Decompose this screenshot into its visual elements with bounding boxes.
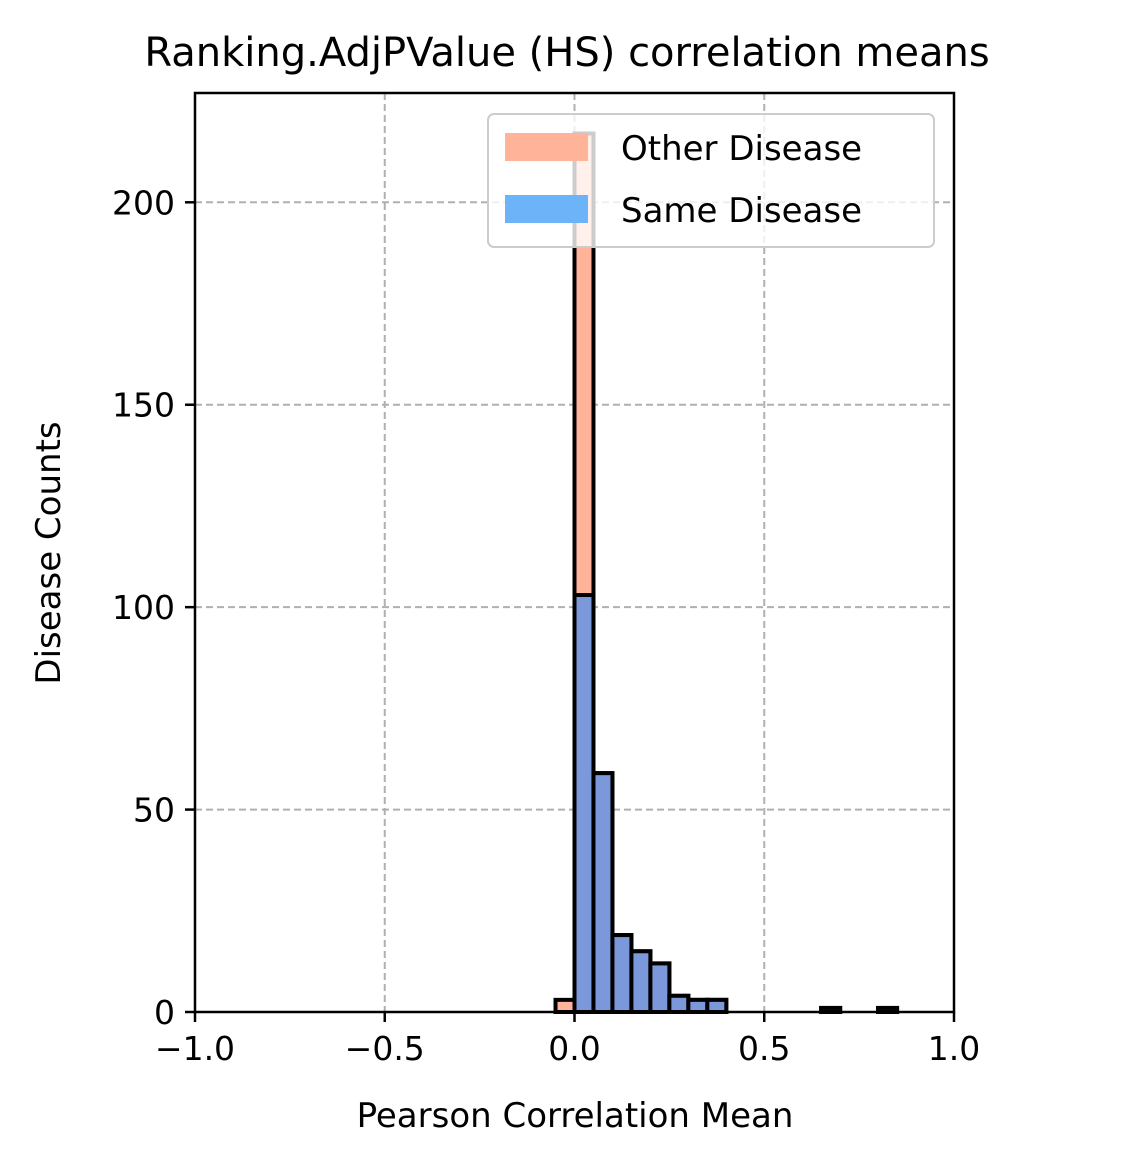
bar-same-disease-7 — [705, 997, 729, 1014]
legend-frame — [487, 113, 935, 248]
x-tick-label-1: −0.5 — [345, 1029, 425, 1068]
bar-same-disease-5 — [667, 993, 691, 1014]
axis-ticks: −1.0 −0.5 0.0 0.5 1.0 0 50 100 150 200 — [112, 183, 980, 1068]
bar-same-disease-3 — [629, 949, 653, 1015]
legend-label-other-disease: Other Disease — [621, 129, 862, 169]
x-axis-label: Pearson Correlation Mean — [357, 1096, 794, 1136]
legend: Other Disease Same Disease — [487, 113, 935, 248]
legend-label-same-disease: Same Disease — [621, 191, 862, 231]
y-axis-label: Disease Counts — [29, 421, 69, 684]
bar-same-disease-1 — [591, 771, 615, 1015]
y-tick-label-2: 100 — [112, 588, 175, 627]
x-tick-label-2: 0.0 — [548, 1029, 600, 1068]
legend-swatch-other-disease — [505, 133, 588, 161]
chart-title: Ranking.AdjPValue (HS) correlation means — [144, 30, 989, 76]
y-tick-label-1: 50 — [133, 791, 175, 830]
x-tick-label-0: −1.0 — [155, 1029, 235, 1068]
bar-same-disease-0 — [572, 593, 596, 1014]
y-tick-label-0: 0 — [154, 993, 175, 1032]
x-tick-label-3: 0.5 — [738, 1029, 790, 1068]
legend-swatch-same-disease — [505, 195, 588, 223]
bar-other-disease-0 — [553, 997, 577, 1014]
x-tick-label-4: 1.0 — [928, 1029, 980, 1068]
y-tick-label-3: 150 — [112, 386, 175, 425]
bar-same-disease-2 — [610, 933, 634, 1014]
bar-same-disease-6 — [686, 997, 710, 1014]
bar-same-disease-4 — [648, 961, 672, 1015]
y-tick-label-4: 200 — [112, 183, 175, 222]
